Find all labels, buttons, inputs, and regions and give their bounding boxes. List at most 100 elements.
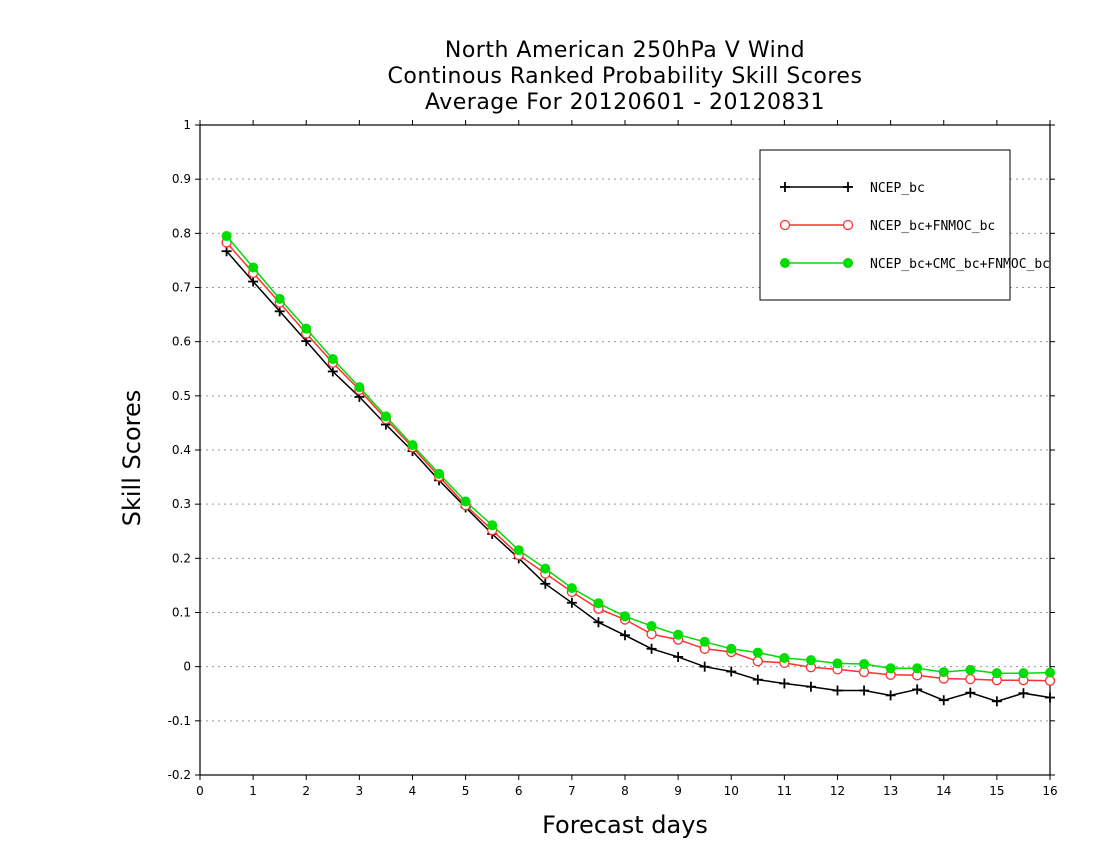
data-point [274,306,285,317]
data-point [1018,688,1029,699]
y-tick-label: 0.7 [172,281,191,295]
x-tick-label: 5 [462,784,470,798]
y-tick-label: 0.6 [172,335,191,349]
data-point [646,643,657,654]
legend-marker [843,258,853,268]
data-point [620,611,630,622]
chart-title-line-2: Continous Ranked Probability Skill Score… [387,64,863,89]
data-point [673,629,684,640]
x-tick-label: 1 [249,784,257,798]
y-axis-title: Skill Scores [118,390,146,527]
x-tick-label: 4 [409,784,417,798]
x-tick-label: 3 [356,784,364,798]
data-point [752,647,763,658]
series-line [226,235,1051,674]
data-point [726,666,737,677]
y-tick-label: 1 [183,118,191,132]
data-point [434,468,445,479]
axis-ticks: -0.2-0.100.10.20.30.40.50.60.70.80.910 1 2… [168,118,1058,798]
data-point [460,496,471,507]
data-point [912,684,923,695]
series-3 [221,231,1055,679]
data-point [380,411,391,422]
x-tick-label: 15 [989,784,1004,798]
data-point [965,687,976,698]
data-point [885,690,896,701]
x-tick-label: 13 [883,784,898,798]
data-point [620,630,630,641]
data-point [221,231,232,242]
x-tick-label: 0 [196,784,204,798]
data-point [248,276,259,287]
data-point [566,597,577,608]
y-tick-label: 0 [183,660,191,674]
y-tick-label: 0.9 [172,172,191,186]
legend-label: NCEP_bc+CMC_bc+FNMOC_bc [870,257,1050,272]
data-point [1045,692,1055,703]
data-point [540,578,551,589]
data-point [699,661,710,672]
x-tick-label: 6 [515,784,523,798]
data-point [221,246,232,257]
x-tick-label: 7 [568,784,576,798]
data-point [965,664,976,675]
legend-marker [843,182,853,192]
data-point [752,674,763,685]
data-point [832,685,843,696]
data-point [832,658,843,669]
data-point [248,262,259,273]
data-point [327,366,338,377]
x-axis-title: Forecast days [542,811,708,839]
data-point [354,382,365,393]
data-point [487,520,498,531]
data-point [859,658,870,669]
data-point [779,678,790,689]
data-point [1018,668,1029,679]
data-point [301,323,312,334]
data-point [540,563,551,574]
data-point [699,636,710,647]
data-point [1045,667,1055,678]
x-tick-label: 12 [830,784,845,798]
data-point [991,668,1002,679]
data-point [593,617,604,628]
legend-item-2: NCEP_bc+FNMOC_bc [779,219,995,234]
legend-marker [779,219,791,231]
series-1 [221,246,1055,707]
x-tick-label: 2 [302,784,310,798]
y-tick-label: 0.8 [172,226,191,240]
data-point [779,653,790,663]
data-point [912,663,923,674]
legend-label: NCEP_bc+FNMOC_bc [870,219,995,234]
data-point [327,354,338,364]
data-point [673,651,684,662]
data-point [991,696,1002,707]
x-tick-label: 10 [724,784,739,798]
series-2 [221,237,1056,686]
y-tick-label: -0.1 [168,714,191,728]
data-point [407,440,418,451]
data-point [513,545,524,556]
series-line [226,242,1051,682]
data-point [938,695,949,706]
legend: NCEP_bc NCEP_bc+FNMOC_bc NCEP_bc+CMC_bc+FN… [759,149,1050,301]
x-tick-label: 16 [1042,784,1057,798]
x-tick-label: 8 [621,784,629,798]
legend-items: NCEP_bc NCEP_bc+FNMOC_bc NCEP_bc+CMC_bc+FN… [779,181,1050,272]
chart-title-line-3: Average For 20120601 - 20120831 [424,90,826,115]
series-group [221,231,1056,707]
data-point [566,583,577,594]
x-tick-label: 14 [936,784,951,798]
legend-item-3: NCEP_bc+CMC_bc+FNMOC_bc [780,257,1050,272]
y-tick-label: 0.2 [172,551,191,565]
chart-title-line-1: North American 250hPa V Wind [444,38,806,63]
series-line [226,250,1051,703]
y-tick-label: 0.3 [172,497,191,511]
y-tick-label: 0.5 [172,389,191,403]
data-point [593,598,604,609]
legend-label: NCEP_bc [870,181,925,196]
legend-item-1: NCEP_bc [780,181,925,196]
data-point [885,663,896,674]
